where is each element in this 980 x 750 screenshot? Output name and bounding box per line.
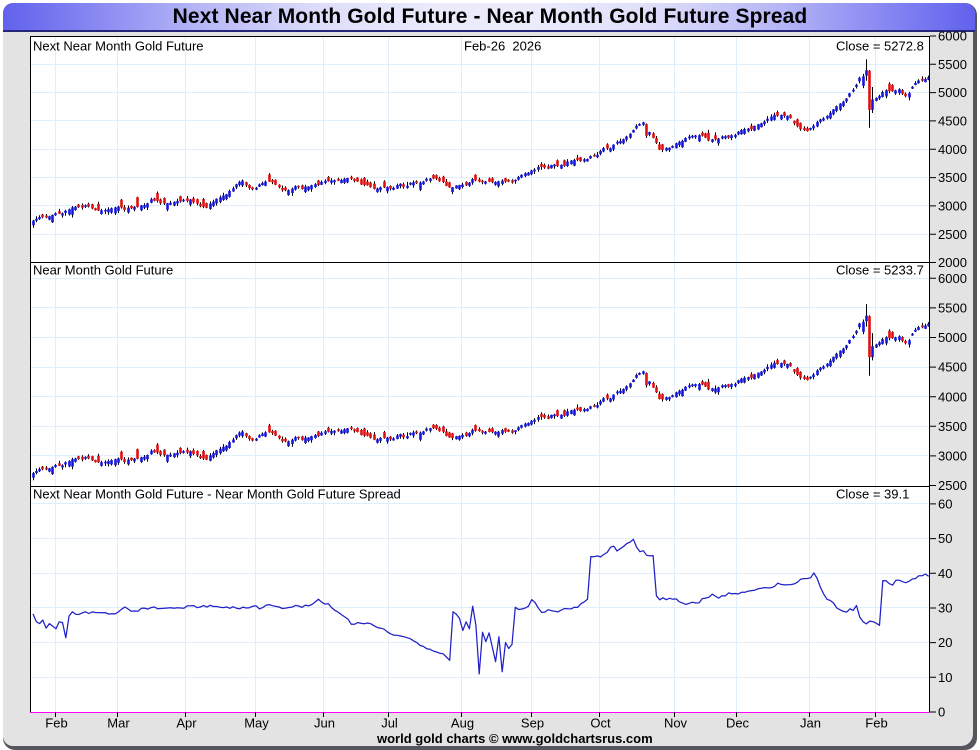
svg-text:5500: 5500 [938, 57, 967, 72]
svg-text:40: 40 [938, 566, 952, 581]
svg-text:3500: 3500 [938, 419, 967, 434]
svg-text:3000: 3000 [938, 199, 967, 214]
svg-text:Close = 5233.7: Close = 5233.7 [836, 263, 924, 278]
svg-text:60: 60 [938, 497, 952, 512]
svg-text:Aug: Aug [451, 716, 474, 731]
svg-text:Next Near Month Gold Future -: Next Near Month Gold Future - Near Month… [33, 487, 401, 502]
svg-text:3500: 3500 [938, 170, 967, 185]
svg-text:6000: 6000 [938, 29, 967, 44]
svg-text:Jun: Jun [314, 716, 335, 731]
svg-text:5000: 5000 [938, 85, 967, 100]
svg-text:Next Near Month Gold Future: Next Near Month Gold Future [33, 39, 204, 54]
svg-text:20: 20 [938, 635, 952, 650]
svg-text:2500: 2500 [938, 227, 967, 242]
svg-text:Jul: Jul [381, 716, 398, 731]
svg-text:4000: 4000 [938, 142, 967, 157]
svg-text:10: 10 [938, 670, 952, 685]
svg-text:2500: 2500 [938, 478, 967, 493]
svg-text:4500: 4500 [938, 360, 967, 375]
svg-text:Feb: Feb [865, 716, 887, 731]
svg-text:Dec: Dec [726, 716, 750, 731]
svg-text:Feb-26 2026: Feb-26 2026 [464, 39, 541, 54]
svg-text:3000: 3000 [938, 449, 967, 464]
svg-text:30: 30 [938, 601, 952, 616]
svg-text:4000: 4000 [938, 389, 967, 404]
svg-text:May: May [244, 716, 269, 731]
svg-text:Close = 5272.8: Close = 5272.8 [836, 39, 924, 54]
svg-text:Mar: Mar [107, 716, 130, 731]
svg-text:Close = 39.1: Close = 39.1 [836, 487, 909, 502]
svg-text:2000: 2000 [938, 255, 967, 270]
svg-text:5000: 5000 [938, 330, 967, 345]
svg-text:5500: 5500 [938, 301, 967, 316]
svg-text:6000: 6000 [938, 271, 967, 286]
svg-text:Apr: Apr [176, 716, 197, 731]
svg-text:Nov: Nov [664, 716, 688, 731]
svg-text:Sep: Sep [521, 716, 544, 731]
svg-text:4500: 4500 [938, 114, 967, 129]
svg-text:Oct: Oct [590, 716, 611, 731]
svg-text:Jan: Jan [800, 716, 821, 731]
svg-text:Near Month Gold Future: Near Month Gold Future [33, 263, 173, 278]
svg-text:0: 0 [938, 705, 945, 720]
svg-text:Feb: Feb [45, 716, 67, 731]
svg-text:50: 50 [938, 531, 952, 546]
